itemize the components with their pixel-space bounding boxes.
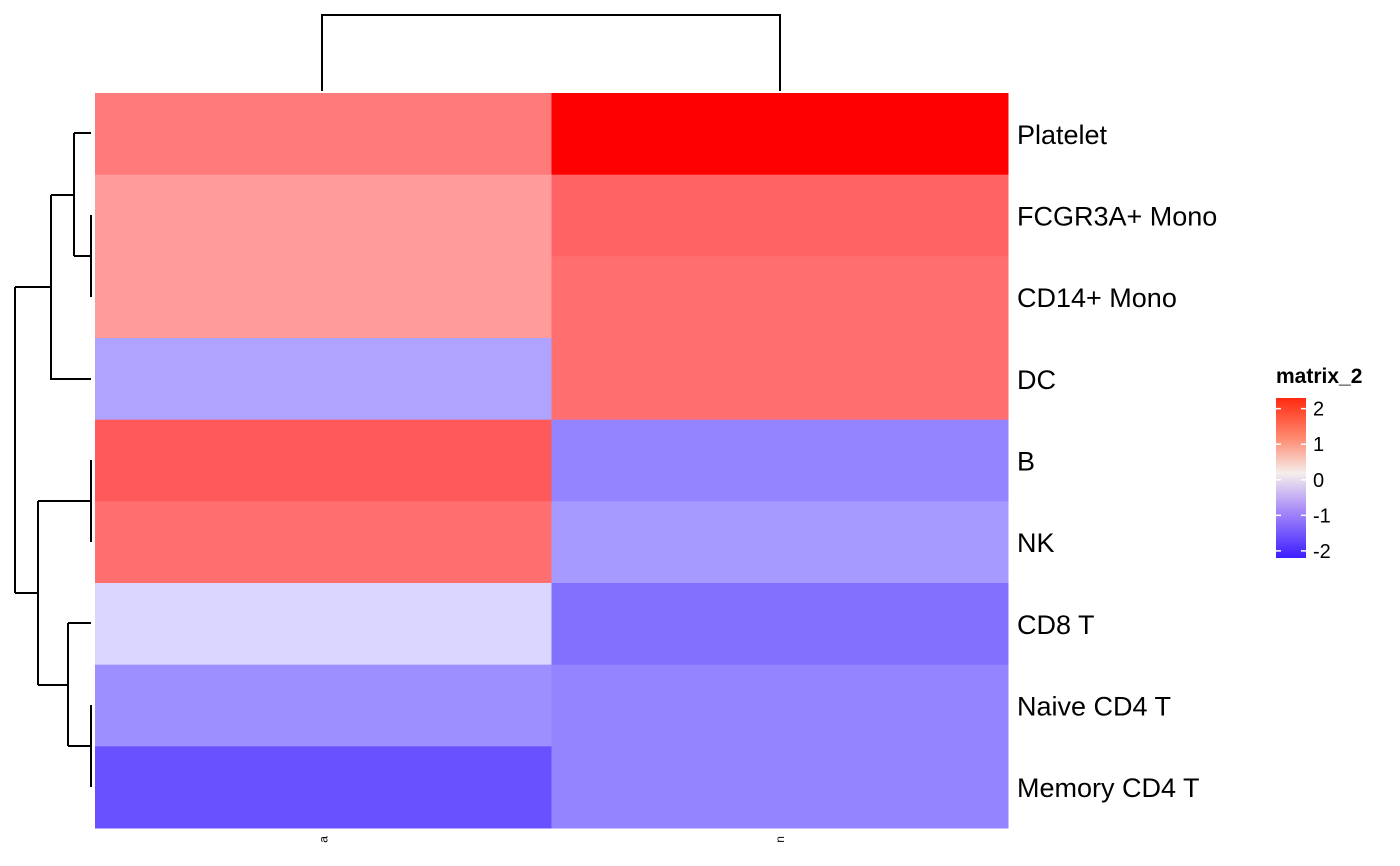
- heatmap-cell: [95, 664, 552, 747]
- heatmap-cell: [551, 338, 1009, 421]
- column-dendrogram: [321, 14, 781, 91]
- heatmap-cell: [551, 583, 1009, 666]
- row-label: NK: [1017, 528, 1055, 558]
- row-labels: Platelet FCGR3A+ Mono CD14+ Mono DC B NK CD8 T…: [1017, 120, 1217, 803]
- row-label: Naive CD4 T: [1017, 692, 1171, 722]
- heatmap-cell: [95, 256, 552, 339]
- row-dendrogram-branches: [14, 132, 92, 787]
- heatmap-cell: [95, 501, 552, 584]
- heatmap-cell: [551, 664, 1009, 747]
- heatmap-cell: [551, 501, 1009, 584]
- heatmap-cell: [551, 419, 1009, 502]
- heatmap-cell: [95, 746, 552, 829]
- row-label: Memory CD4 T: [1017, 773, 1200, 803]
- row-label: CD14+ Mono: [1017, 283, 1177, 313]
- column-dendrogram-branches: [321, 14, 781, 91]
- row-dendrogram: [14, 132, 92, 787]
- legend-tick-label: 2: [1313, 399, 1324, 421]
- heatmap-cell: [551, 256, 1009, 339]
- row-label: B: [1017, 447, 1035, 477]
- row-label: FCGR3A+ Mono: [1017, 202, 1217, 232]
- column-label: a: [316, 836, 330, 843]
- color-legend: matrix_2 2 1 0 -1 -2: [1276, 365, 1362, 563]
- row-label: Platelet: [1017, 120, 1108, 150]
- legend-tick-label: 0: [1313, 470, 1324, 492]
- heatmap-cells: [95, 93, 1009, 829]
- heatmap-cell: [95, 174, 552, 257]
- row-label: CD8 T: [1017, 610, 1095, 640]
- heatmap-cell: [551, 174, 1009, 257]
- legend-color-bar: [1276, 398, 1306, 558]
- column-label: n: [773, 836, 787, 843]
- legend-tick-label: -2: [1313, 541, 1331, 563]
- heatmap-cell: [95, 338, 552, 421]
- heatmap-cell: [95, 419, 552, 502]
- legend-ticks: 2 1 0 -1 -2: [1276, 399, 1331, 563]
- row-label: DC: [1017, 365, 1056, 395]
- heatmap-cell: [551, 93, 1009, 176]
- heatmap-cell: [551, 746, 1009, 829]
- legend-tick-label: 1: [1313, 434, 1324, 456]
- legend-tick-label: -1: [1313, 505, 1331, 527]
- heatmap-cell: [95, 93, 552, 176]
- legend-title: matrix_2: [1276, 365, 1362, 388]
- heatmap-cell: [95, 583, 552, 666]
